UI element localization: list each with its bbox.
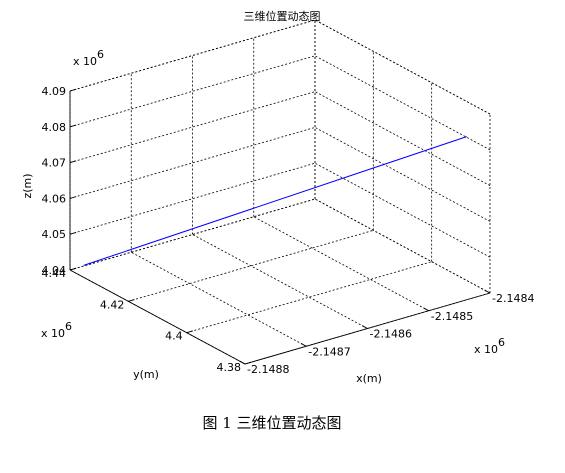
z-tick-mark <box>69 196 77 199</box>
gridline <box>128 229 374 302</box>
x-tick-label: -2.1486 <box>370 328 412 341</box>
axis-layer <box>69 88 491 365</box>
y-tick-label: 4.4 <box>165 330 183 343</box>
gridline <box>69 55 316 128</box>
y-tick-mark <box>128 299 135 302</box>
gridline <box>314 127 491 222</box>
y-axis-line <box>69 269 246 365</box>
z-tick-mark <box>69 88 77 92</box>
z-tick-label: 4.08 <box>42 121 67 134</box>
series-layer <box>83 136 467 266</box>
z-tick-label: 4.07 <box>42 157 67 170</box>
z-tick-mark <box>69 124 77 128</box>
x-tick-label: -2.1487 <box>308 345 350 358</box>
x-tick-mark <box>239 360 246 365</box>
z-multiplier: x 10 <box>73 55 97 68</box>
x-multiplier: x 10 <box>474 343 498 356</box>
gridline <box>314 198 491 294</box>
chart-title: 三维位置动态图 <box>244 9 321 23</box>
gridline <box>131 251 307 347</box>
z-multiplier-exponent: 6 <box>97 48 104 61</box>
gridline <box>314 19 491 115</box>
x-axis-label: x(m) <box>356 372 382 385</box>
z-axis-label: z(m) <box>21 173 34 198</box>
y-tick-mark <box>244 361 252 365</box>
y-tick-label: 4.38 <box>217 361 242 374</box>
x-tick-label: -2.1485 <box>431 310 473 323</box>
z-tick-mark <box>69 160 77 164</box>
z-tick-label: 4.09 <box>42 85 67 98</box>
gridline <box>314 55 491 151</box>
gridline <box>69 19 316 92</box>
x-multiplier-exponent: 6 <box>498 336 505 349</box>
gridline <box>69 198 316 271</box>
y-multiplier: x 10 <box>41 327 65 340</box>
z-tick-label: 4.04 <box>42 264 67 277</box>
gridline <box>69 91 316 163</box>
y-axis-label: y(m) <box>133 368 159 381</box>
grid-layer <box>69 19 491 365</box>
gridline <box>314 91 491 186</box>
series-line <box>83 136 467 266</box>
x-tick-mark <box>362 325 368 329</box>
gridline <box>186 261 432 334</box>
x-tick-mark <box>484 289 491 294</box>
tick-layer: -2.1488 -2.1487 -2.1486 -2.1485 -2.1484 4.38 4… <box>42 85 535 376</box>
x-tick-mark <box>423 307 429 312</box>
y-tick-label: 4.44 <box>42 267 67 280</box>
z-tick-label: 4.06 <box>42 192 67 205</box>
gridline <box>69 127 316 199</box>
gridline <box>192 234 368 329</box>
z-tick-mark <box>69 231 77 235</box>
x-tick-mark <box>300 343 307 347</box>
figure-caption: 图 1 三维位置动态图 <box>202 414 341 432</box>
z-tick-label: 4.05 <box>42 228 67 241</box>
gridline <box>69 162 316 235</box>
x-tick-label: -2.1484 <box>492 292 534 305</box>
z-tick-mark <box>69 267 77 271</box>
y-tick-label: 4.42 <box>100 298 125 311</box>
y-multiplier-exponent: 6 <box>65 320 72 333</box>
gridline <box>253 216 429 312</box>
gridline <box>314 162 491 258</box>
x-tick-label: -2.1488 <box>247 363 289 376</box>
y-tick-mark <box>186 330 193 334</box>
